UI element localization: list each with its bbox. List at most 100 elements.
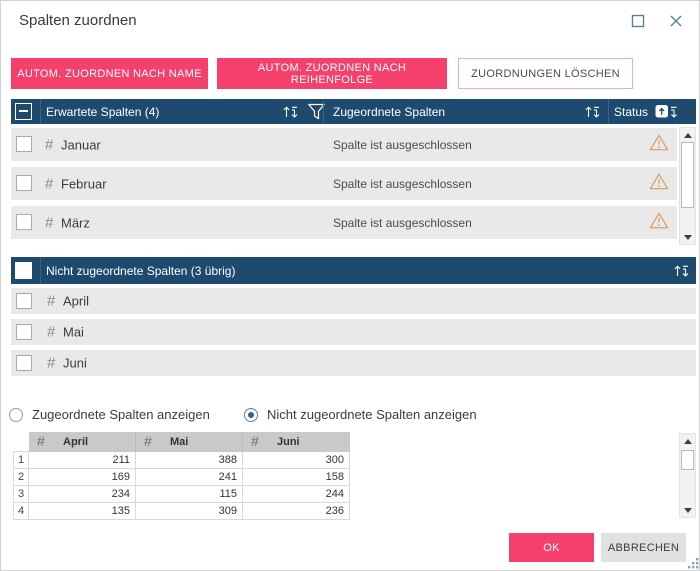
preview-cell: 244 <box>243 486 350 503</box>
row-checkbox[interactable] <box>16 214 32 230</box>
mapped-grid-scrollbar[interactable] <box>679 127 696 245</box>
auto-map-by-name-button[interactable]: AUTOM. ZUORDNEN NACH NAME <box>11 58 208 89</box>
mapped-row-januar[interactable]: # Januar Spalte ist ausgeschlossen <box>11 128 677 161</box>
numeric-type-icon: # <box>45 136 54 153</box>
triangle-down-icon <box>683 507 692 513</box>
numeric-type-icon: # <box>37 433 45 449</box>
mapped-columns-header[interactable]: Zugeordnete Spalten <box>333 104 446 119</box>
numeric-type-icon: # <box>144 433 152 449</box>
numeric-type-icon: # <box>47 354 56 372</box>
numeric-type-icon: # <box>251 433 259 449</box>
sort-icon[interactable] <box>673 263 690 278</box>
preview-cell: 234 <box>29 486 136 503</box>
sorted-ascending-icon[interactable] <box>655 104 680 119</box>
row-checkbox[interactable] <box>16 324 32 340</box>
row-number: 3 <box>13 486 29 503</box>
row-checkbox[interactable] <box>16 136 32 152</box>
show-unmapped-radio[interactable]: Nicht zugeordnete Spalten anzeigen <box>244 407 477 422</box>
preview-cell: 158 <box>243 469 350 486</box>
numeric-type-icon: # <box>47 323 56 341</box>
preview-header-mai[interactable]: # Mai <box>136 432 243 452</box>
triangle-up-icon <box>683 132 692 138</box>
triangle-down-icon <box>683 234 692 240</box>
show-mapped-radio[interactable]: Zugeordnete Spalten anzeigen <box>9 407 210 422</box>
maximize-icon <box>630 13 646 34</box>
dialog-title: Spalten zuordnen <box>19 12 137 29</box>
expected-column-name: Januar <box>61 137 101 152</box>
mapping-status-text: Spalte ist ausgeschlossen <box>333 137 472 152</box>
preview-scrollbar[interactable] <box>679 433 696 518</box>
mapped-row-februar[interactable]: # Februar Spalte ist ausgeschlossen <box>11 167 677 200</box>
numeric-type-icon: # <box>47 292 56 310</box>
numeric-type-icon: # <box>45 175 54 192</box>
preview-column-name: Juni <box>277 436 300 448</box>
expected-columns-header[interactable]: Erwartete Spalten (4) <box>46 104 160 119</box>
scrollbar-thumb[interactable] <box>681 142 694 208</box>
warning-icon <box>649 172 669 195</box>
preview-column-name: April <box>63 436 89 448</box>
warning-icon <box>649 133 669 156</box>
sort-icon[interactable] <box>282 104 299 119</box>
auto-map-by-order-button[interactable]: AUTOM. ZUORDNEN NACH REIHENFOLGE <box>217 58 447 89</box>
unmapped-columns-header[interactable]: Nicht zugeordnete Spalten (3 übrig) <box>46 263 236 278</box>
close-button[interactable] <box>665 13 687 33</box>
unmapped-row-april[interactable]: # April <box>11 288 696 314</box>
unmapped-grid-header: Nicht zugeordnete Spalten (3 übrig) <box>11 257 696 284</box>
row-checkbox[interactable] <box>16 175 32 191</box>
row-checkbox[interactable] <box>16 355 32 371</box>
preview-cell: 211 <box>29 452 136 469</box>
expected-column-name: Februar <box>61 176 107 191</box>
preview-cell: 300 <box>243 452 350 469</box>
triangle-up-icon <box>683 438 692 444</box>
row-number: 1 <box>13 452 29 469</box>
maximize-button[interactable] <box>627 13 649 33</box>
scroll-up-button[interactable] <box>680 128 695 142</box>
preview-cell: 169 <box>29 469 136 486</box>
mapping-status-text: Spalte ist ausgeschlossen <box>333 215 472 230</box>
status-header[interactable]: Status <box>614 104 649 119</box>
preview-cell: 241 <box>136 469 243 486</box>
preview-cell: 388 <box>136 452 243 469</box>
warning-icon <box>649 211 669 234</box>
preview-filter-radios: Zugeordnete Spalten anzeigen Nicht zugeo… <box>9 407 609 427</box>
radio-label: Nicht zugeordnete Spalten anzeigen <box>267 407 477 422</box>
select-all-unmapped-checkbox[interactable] <box>15 262 32 279</box>
unmapped-column-name: Juni <box>63 355 87 371</box>
preview-header-april[interactable]: # April <box>29 432 136 452</box>
scrollbar-thumb[interactable] <box>681 450 694 470</box>
clear-mappings-button[interactable]: ZUORDNUNGEN LÖSCHEN <box>458 58 633 89</box>
unmapped-row-juni[interactable]: # Juni <box>11 350 696 376</box>
resize-grip-icon[interactable] <box>687 557 699 570</box>
unmapped-column-name: Mai <box>63 324 84 340</box>
corner-cell <box>13 432 29 452</box>
unmapped-row-mai[interactable]: # Mai <box>11 319 696 345</box>
ok-button[interactable]: OK <box>509 533 594 562</box>
mapped-grid-header: Erwartete Spalten (4) Zugeordnete Spalte… <box>11 99 696 124</box>
scroll-down-button[interactable] <box>680 503 695 517</box>
mapped-row-maerz[interactable]: # März Spalte ist ausgeschlossen <box>11 206 677 239</box>
expected-column-name: März <box>61 215 90 230</box>
mapping-status-text: Spalte ist ausgeschlossen <box>333 176 472 191</box>
radio-selected-icon <box>244 407 258 422</box>
preview-cell: 236 <box>243 503 350 520</box>
preview-cell: 115 <box>136 486 243 503</box>
row-number: 4 <box>13 503 29 520</box>
cancel-button[interactable]: ABBRECHEN <box>601 533 686 562</box>
row-checkbox[interactable] <box>16 293 32 309</box>
preview-header-juni[interactable]: # Juni <box>243 432 350 452</box>
radio-unselected-icon <box>9 407 23 422</box>
filter-icon[interactable] <box>307 103 326 121</box>
preview-cell: 135 <box>29 503 136 520</box>
unmapped-column-name: April <box>63 293 90 309</box>
numeric-type-icon: # <box>45 214 54 231</box>
close-icon <box>668 13 684 34</box>
scroll-up-button[interactable] <box>680 434 695 448</box>
radio-label: Zugeordnete Spalten anzeigen <box>32 407 210 422</box>
scroll-down-button[interactable] <box>680 230 695 244</box>
preview-column-name: Mai <box>170 436 189 448</box>
preview-cell: 309 <box>136 503 243 520</box>
row-number: 2 <box>13 469 29 486</box>
sort-icon[interactable] <box>584 104 601 119</box>
select-all-checkbox[interactable] <box>15 103 32 120</box>
